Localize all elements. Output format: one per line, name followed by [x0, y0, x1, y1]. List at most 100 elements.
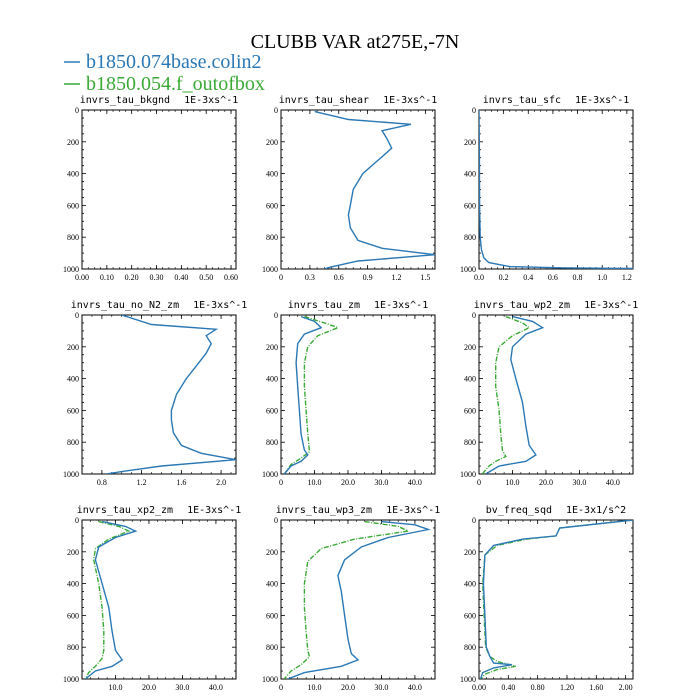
ytick-label: 600 — [67, 611, 79, 620]
xtick-label: 0 — [477, 478, 481, 487]
panel-title-4: invrs_tau_zm 1E-3xs^-1 — [288, 300, 428, 311]
panel-1: invrs_tau_shear 1E-3xs^-1 0 200 400 600 800 100… — [262, 95, 437, 282]
ytick-label: 400 — [464, 580, 476, 589]
xtick-label: 2.0 — [216, 478, 226, 487]
ytick-label: 1000 — [63, 470, 79, 479]
ytick-label: 200 — [266, 343, 278, 352]
xtick-label: 1.6 — [176, 478, 186, 487]
xtick-label: 1.5 — [420, 273, 430, 282]
ytick-label: 800 — [266, 233, 278, 242]
panel-2: invrs_tau_sfc 1E-3xs^-1020040060080010000… — [460, 95, 634, 282]
xtick-label: 0.00 — [75, 273, 89, 282]
panel-title-7: invrs_tau_wp3_zm 1E-3xs^-1 — [276, 505, 441, 516]
ytick-label: 1000 — [63, 265, 79, 274]
xtick-label: 0.20 — [125, 273, 139, 282]
xtick-label: 1.2 — [137, 478, 147, 487]
ytick-label: 0 — [75, 106, 79, 115]
xtick-label: 20.0 — [341, 683, 355, 692]
xtick-label: 0 — [279, 273, 283, 282]
ytick-label: 200 — [464, 343, 476, 352]
ytick-label: 0 — [75, 311, 79, 320]
ytick-label: 400 — [266, 170, 278, 179]
ytick-label: 800 — [266, 438, 278, 447]
xtick-label: 30.0 — [374, 478, 388, 487]
panel-title-8: bv_freq_sqd 1E-3x1/s^2 — [486, 505, 626, 516]
series-line-1 — [283, 315, 340, 474]
xtick-label: 30.0 — [572, 478, 586, 487]
series-line-1 — [84, 520, 131, 679]
series-line-0 — [314, 110, 435, 269]
ytick-label: 400 — [67, 170, 79, 179]
panel-title-name-8: bv_freq_sqd — [486, 505, 552, 516]
ytick-label: 1000 — [262, 265, 278, 274]
ytick-label: 1000 — [262, 675, 278, 684]
ytick-label: 800 — [67, 438, 79, 447]
xtick-label: 10.0 — [307, 478, 321, 487]
xtick-label: 40.0 — [606, 478, 620, 487]
panel-6: invrs_tau_xp2_zm 1E-3xs^-1 0 200 400 600 800 10… — [63, 505, 241, 692]
xtick-label: 1.2 — [622, 273, 632, 282]
xtick-label: 0.6 — [334, 273, 344, 282]
panel-title-name-6: invrs_tau_xp2_zm — [77, 505, 173, 516]
legend-label-1: b1850.054.f_outofbox — [86, 73, 265, 95]
xtick-label: 20.0 — [539, 478, 553, 487]
ytick-label: 0 — [472, 311, 476, 320]
xtick-label: 0.8 — [97, 478, 107, 487]
panel-7: invrs_tau_wp3_zm 1E-3xs^-1 0 200 400 600 800 10… — [262, 505, 440, 692]
ytick-label: 800 — [67, 233, 79, 242]
ytick-label: 600 — [67, 201, 79, 210]
xtick-label: 10.0 — [108, 683, 122, 692]
panel-title-2: invrs_tau_sfc 1E-3xs^-1 — [483, 95, 629, 106]
xtick-label: 2.00 — [619, 683, 633, 692]
xtick-label: 0.2 — [499, 273, 509, 282]
xtick-label: 0 — [279, 683, 283, 692]
ytick-label: 1000 — [460, 265, 476, 274]
series-line-1 — [283, 520, 411, 679]
panel-frame-3 — [81, 314, 237, 475]
series-line-0 — [479, 110, 633, 269]
ytick-label: 600 — [67, 406, 79, 415]
xtick-label: 1.0 — [597, 273, 607, 282]
legend-label-0: b1850.074base.colin2 — [86, 51, 262, 73]
ytick-label: 200 — [67, 343, 79, 352]
ytick-label: 400 — [67, 375, 79, 384]
ytick-label: 0 — [472, 516, 476, 525]
panel-3: invrs_tau_no_N2_zm 1E-3xs^-1 0 200 400 600 800… — [63, 300, 247, 487]
xtick-label: 0.50 — [199, 273, 213, 282]
legend: b1850.074base.colin2 b1850.054.f_outofbo… — [64, 51, 265, 95]
ytick-label: 0 — [472, 106, 476, 115]
series-line-0 — [106, 315, 236, 474]
series-line-0 — [283, 315, 323, 474]
ytick-label: 200 — [67, 548, 79, 557]
panel-title-name-5: invrs_tau_wp2_zm — [474, 300, 570, 311]
ytick-label: 0 — [274, 106, 278, 115]
xtick-label: 40.0 — [408, 478, 422, 487]
panel-title-units-0: 1E-3xs^-1 — [184, 95, 238, 106]
xtick-label: 10.0 — [505, 478, 519, 487]
ytick-label: 1000 — [460, 470, 476, 479]
panel-title-1: invrs_tau_shear 1E-3xs^-1 — [279, 95, 438, 106]
panel-title-units-5: 1E-3xs^-1 — [584, 300, 638, 311]
xtick-label: 0.3 — [305, 273, 315, 282]
xtick-label: 1.20 — [560, 683, 574, 692]
ytick-label: 400 — [266, 375, 278, 384]
series-line-0 — [485, 315, 545, 474]
xtick-label: 1.60 — [589, 683, 603, 692]
xtick-label: 0.9 — [363, 273, 373, 282]
xtick-label: 0.40 — [174, 273, 188, 282]
xtick-label: 0.10 — [100, 273, 114, 282]
panel-title-units-3: 1E-3xs^-1 — [193, 300, 247, 311]
xtick-label: 20.0 — [341, 478, 355, 487]
ytick-label: 400 — [464, 170, 476, 179]
xtick-label: 0.8 — [573, 273, 583, 282]
panel-title-5: invrs_tau_wp2_zm 1E-3xs^-1 — [474, 300, 639, 311]
ytick-label: 800 — [266, 643, 278, 652]
ytick-label: 800 — [464, 233, 476, 242]
panel-frame-1 — [280, 109, 436, 270]
ytick-label: 600 — [266, 406, 278, 415]
panel-title-3: invrs_tau_no_N2_zm 1E-3xs^-1 — [71, 300, 248, 311]
panel-title-0: invrs_tau_bkgnd 1E-3xs^-1 — [80, 95, 239, 106]
xtick-label: 0.30 — [150, 273, 164, 282]
ytick-label: 0 — [75, 516, 79, 525]
xtick-label: 1.2 — [392, 273, 402, 282]
